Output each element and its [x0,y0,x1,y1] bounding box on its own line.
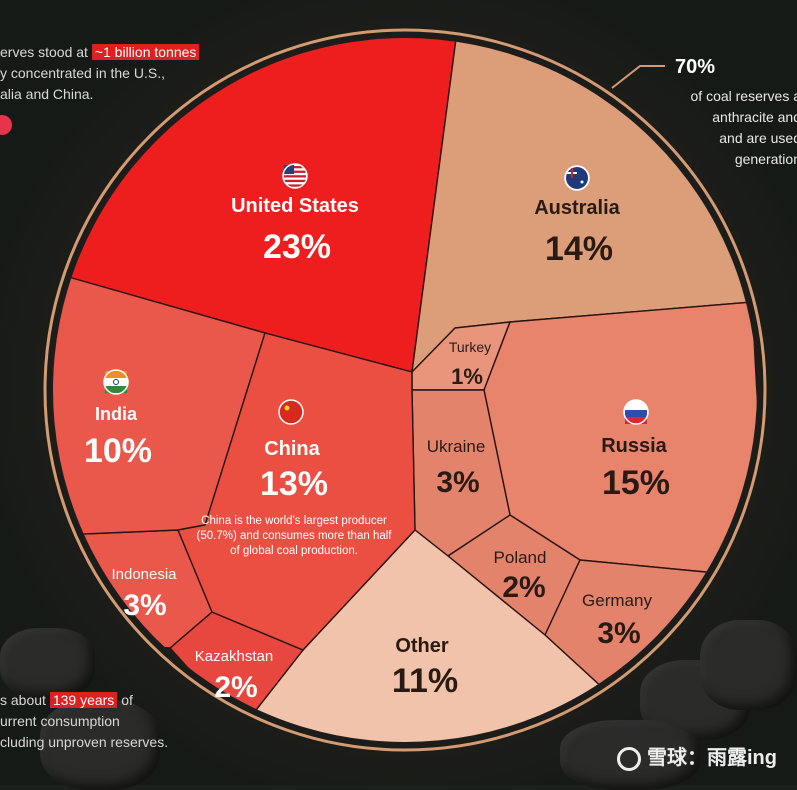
value-australia: 14% [545,230,613,268]
label-united-states: United States [231,195,359,217]
top-left-note: erves stood at ~1 billion tonnes y conce… [0,42,199,105]
callout-percent: 70% [675,56,715,79]
value-other: 11% [392,662,458,700]
note-text: erves stood at [0,44,92,60]
watermark: 雪球：雨露ing [617,741,777,771]
us-flag-icon [283,164,307,188]
note-text: alia and China. [0,84,199,105]
label-ukraine: Ukraine [427,437,486,456]
label-poland: Poland [494,548,547,567]
callout-leader-line [612,66,665,88]
watermark-text: 雪球：雨露ing [647,747,777,769]
india-flag-icon [104,370,128,394]
note-text: urrent consumption [0,711,168,732]
note-text: s about [0,692,50,708]
china-note-line: (50.7%) and consumes more than half [197,530,393,542]
callout-line: anthracite and [691,107,797,128]
callout-line: generation [691,149,797,170]
label-russia: Russia [601,435,667,457]
value-russia: 15% [602,464,670,502]
note-text: cluding unproven reserves. [0,732,168,753]
highlight-billion-tonnes: ~1 billion tonnes [92,44,200,60]
russia-flag-icon [624,400,648,424]
value-germany: 3% [597,617,640,650]
label-turkey: Turkey [449,339,491,355]
label-other: Other [395,635,449,657]
value-china: 13% [260,465,328,503]
xueqiu-logo-icon [617,747,641,771]
value-indonesia: 3% [123,589,166,622]
value-ukraine: 3% [436,466,479,499]
highlight-139-years: 139 years [50,692,117,708]
value-kazakhstan: 2% [214,671,257,704]
australia-flag-icon [565,166,589,190]
note-text: y concentrated in the U.S., [0,63,199,84]
note-text: of [117,692,133,708]
callout-line: and are used [691,128,797,149]
callout-text: of coal reserves a anthracite and and ar… [691,86,797,170]
label-indonesia: Indonesia [111,566,177,583]
callout-line: of coal reserves a [691,86,797,107]
value-poland: 2% [502,571,545,604]
label-germany: Germany [582,591,652,610]
value-turkey: 1% [451,364,483,389]
label-china: China [264,438,320,460]
bottom-left-note: s about 139 years of urrent consumption … [0,690,168,753]
value-united-states: 23% [263,228,331,266]
label-india: India [95,404,138,424]
china-flag-icon [279,400,303,424]
label-kazakhstan: Kazakhstan [195,648,273,665]
label-australia: Australia [534,197,620,219]
china-note-line: of global coal production. [230,545,358,557]
value-india: 10% [84,432,152,470]
china-note-line: China is the world's largest producer [201,515,387,527]
